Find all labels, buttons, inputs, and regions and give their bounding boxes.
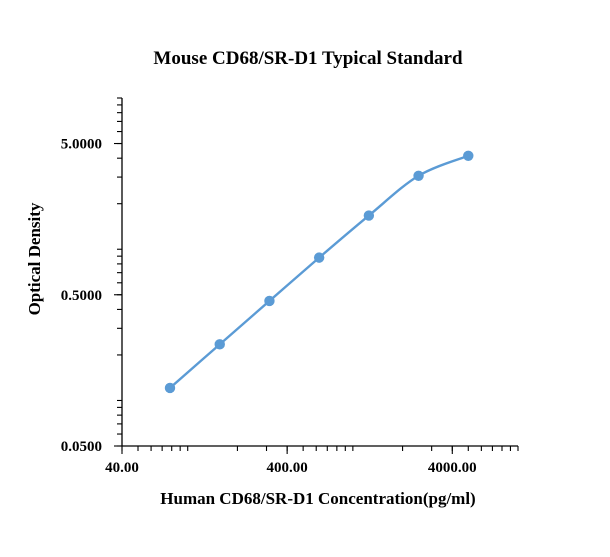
data-point [413,170,424,181]
chart-title: Mouse CD68/SR-D1 Typical Standard [153,48,463,69]
y-tick-label: 5.0000 [61,137,102,153]
x-axis-label: Human CD68/SR-D1 Concentration(pg/ml) [160,489,475,508]
series-layer [164,150,474,394]
x-axis-ticks: 40.00 400.00 4000.00 [105,446,519,476]
y-tick-label: 0.5000 [61,288,102,304]
data-point [214,339,225,350]
data-point [313,252,325,263]
data-point [264,295,275,307]
data-point [164,382,176,394]
data-point [463,150,474,161]
data-point [363,210,375,221]
x-tick-label: 40.00 [105,460,139,476]
x-tick-label: 4000.00 [428,460,477,476]
y-tick-label: 0.0500 [61,439,102,455]
y-axis-ticks: 0.0500 0.5000 5.0000 [61,97,122,455]
series-line [169,154,469,389]
x-tick-label: 400.00 [267,460,308,476]
y-axis-label: Optical Density [25,202,44,315]
